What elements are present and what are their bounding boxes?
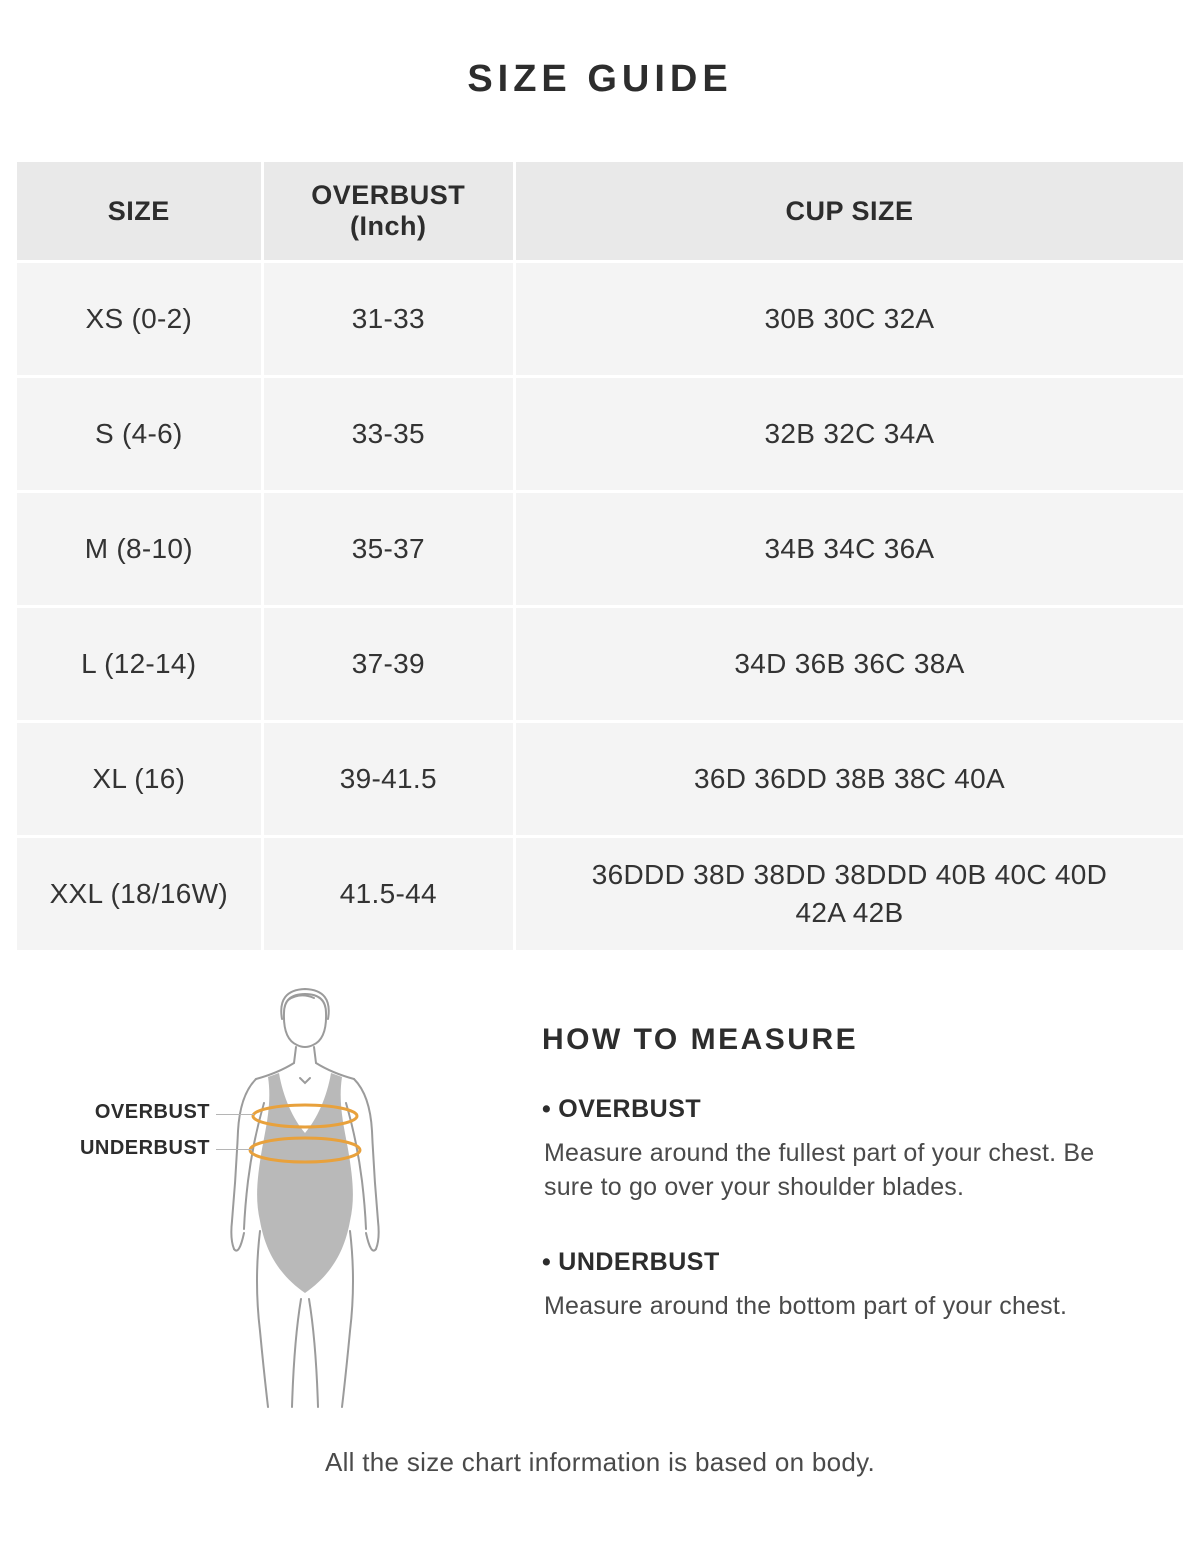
underbust-pointer-line xyxy=(216,1149,252,1150)
how-to-measure-heading: HOW TO MEASURE xyxy=(542,1023,859,1056)
overbust-item-label: OVERBUST xyxy=(542,1095,1160,1124)
cell-overbust: 33-35 xyxy=(263,378,513,490)
cell-cup-size: 34D 36B 36C 38A xyxy=(515,608,1183,720)
table-row: XXL (18/16W) 41.5-44 36DDD 38D 38DD 38DD… xyxy=(17,838,1183,950)
measure-item-overbust: OVERBUST Measure around the fullest part… xyxy=(542,1095,1160,1204)
how-to-measure-section: OVERBUST UNDERBUST HOW TO MEASURE OVERBU… xyxy=(0,979,1200,1431)
cell-size: XS (0-2) xyxy=(17,263,261,375)
swimsuit-shape xyxy=(257,1073,353,1293)
size-guide-page: SIZE GUIDE SIZE OVERBUST (Inch) CUP SIZE… xyxy=(0,58,1200,1478)
measure-instructions: HOW TO MEASURE OVERBUST Measure around t… xyxy=(540,979,1160,1431)
cell-size: S (4-6) xyxy=(17,378,261,490)
cell-cup-size: 32B 32C 34A xyxy=(515,378,1183,490)
table-row: L (12-14) 37-39 34D 36B 36C 38A xyxy=(17,608,1183,720)
footer-note: All the size chart information is based … xyxy=(324,1447,876,1477)
cell-cup-size: 34B 34C 36A xyxy=(515,493,1183,605)
diagram-label-underbust: UNDERBUST xyxy=(79,1137,210,1159)
cell-size: XL (16) xyxy=(17,723,261,835)
cell-overbust: 35-37 xyxy=(263,493,513,605)
underbust-item-label: UNDERBUST xyxy=(542,1248,1160,1277)
body-outline xyxy=(230,987,380,1408)
size-table: SIZE OVERBUST (Inch) CUP SIZE XS (0-2) 3… xyxy=(14,159,1186,953)
cell-cup-size: 36D 36DD 38B 38C 40A xyxy=(515,723,1183,835)
overbust-pointer-line xyxy=(216,1114,254,1115)
overbust-item-text: Measure around the fullest part of your … xyxy=(544,1139,1095,1201)
diagram-label-overbust: OVERBUST xyxy=(94,1101,210,1123)
measure-item-underbust: UNDERBUST Measure around the bottom part… xyxy=(542,1248,1160,1324)
cell-overbust: 41.5-44 xyxy=(263,838,513,950)
underbust-measure-line xyxy=(248,1136,362,1164)
header-cup-size: CUP SIZE xyxy=(515,162,1183,260)
cell-size: L (12-14) xyxy=(17,608,261,720)
table-row: XS (0-2) 31-33 30B 30C 32A xyxy=(17,263,1183,375)
cell-size: XXL (18/16W) xyxy=(17,838,261,950)
cell-overbust: 31-33 xyxy=(263,263,513,375)
page-title: SIZE GUIDE xyxy=(467,58,733,100)
table-header-row: SIZE OVERBUST (Inch) CUP SIZE xyxy=(17,162,1183,260)
header-size: SIZE xyxy=(17,162,261,260)
cell-overbust: 39-41.5 xyxy=(263,723,513,835)
cell-overbust: 37-39 xyxy=(263,608,513,720)
header-overbust: OVERBUST (Inch) xyxy=(263,162,513,260)
body-figure-illustration xyxy=(230,987,380,1408)
table-row: M (8-10) 35-37 34B 34C 36A xyxy=(17,493,1183,605)
cell-cup-size: 36DDD 38D 38DD 38DDD 40B 40C 40D 42A 42B xyxy=(515,838,1183,950)
measurement-diagram: OVERBUST UNDERBUST xyxy=(40,979,540,1431)
underbust-item-text: Measure around the bottom part of your c… xyxy=(544,1292,1068,1320)
table-row: S (4-6) 33-35 32B 32C 34A xyxy=(17,378,1183,490)
overbust-measure-line xyxy=(251,1103,359,1129)
table-row: XL (16) 39-41.5 36D 36DD 38B 38C 40A xyxy=(17,723,1183,835)
cell-size: M (8-10) xyxy=(17,493,261,605)
cell-cup-size: 30B 30C 32A xyxy=(515,263,1183,375)
